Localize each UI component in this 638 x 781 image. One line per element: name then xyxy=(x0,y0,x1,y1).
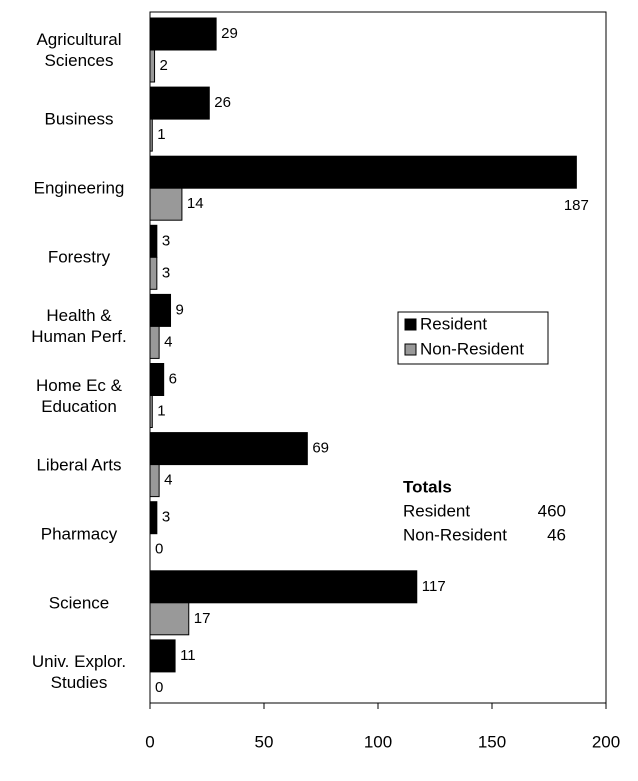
value-label: 17 xyxy=(194,610,211,627)
totals-title: Totals xyxy=(403,477,452,496)
value-label: 2 xyxy=(160,57,168,74)
value-label: 0 xyxy=(155,679,163,696)
category-label: Agricultural Sciences xyxy=(36,30,122,70)
category-label: Engineering xyxy=(33,178,125,198)
value-label: 1 xyxy=(157,126,165,143)
bar xyxy=(149,187,183,221)
category-label: Univ. Explor. Studies xyxy=(31,651,127,692)
bar xyxy=(149,501,158,535)
value-label: 1 xyxy=(157,402,165,419)
value-label: 3 xyxy=(162,264,170,281)
category-label: Business xyxy=(44,109,114,129)
bar xyxy=(149,395,153,428)
legend-label: Resident xyxy=(420,314,487,333)
category-label: Health & Human Perf. xyxy=(31,306,127,347)
bar xyxy=(149,256,158,290)
bar xyxy=(149,570,418,604)
legend-swatch xyxy=(404,343,417,356)
totals-value: 46 xyxy=(547,525,566,544)
value-label: 187 xyxy=(564,197,589,214)
value-label: 29 xyxy=(221,25,238,42)
value-label: 11 xyxy=(180,647,196,664)
value-label: 117 xyxy=(422,578,446,595)
bar xyxy=(149,432,308,466)
value-label: 0 xyxy=(155,541,163,558)
category-label: Forestry xyxy=(47,247,111,267)
value-label: 14 xyxy=(187,195,204,212)
totals-label: Resident xyxy=(403,501,470,520)
category-label: Liberal Arts xyxy=(36,455,122,475)
bar xyxy=(149,118,153,152)
legend-swatch xyxy=(404,318,417,331)
value-label: 4 xyxy=(164,333,172,350)
value-label: 69 xyxy=(312,440,329,457)
bar xyxy=(149,325,160,359)
value-label: 3 xyxy=(162,509,170,526)
x-tick-label: 50 xyxy=(255,732,274,751)
category-label: Pharmacy xyxy=(40,524,118,544)
bar xyxy=(149,363,165,396)
totals-value: 460 xyxy=(538,501,566,520)
x-tick-label: 0 xyxy=(145,732,154,751)
bar xyxy=(149,602,190,636)
x-tick-label: 150 xyxy=(478,732,506,751)
legend-label: Non-Resident xyxy=(420,339,524,358)
value-label: 26 xyxy=(214,94,231,111)
bar xyxy=(149,155,577,189)
x-tick-label: 200 xyxy=(592,732,620,751)
legend-box xyxy=(397,311,549,365)
category-label: Home Ec & Education xyxy=(36,375,122,416)
value-label: 9 xyxy=(176,301,184,318)
value-label: 6 xyxy=(169,370,177,387)
bar xyxy=(149,86,210,120)
category-label: Science xyxy=(48,593,110,613)
bar xyxy=(149,224,158,258)
bar xyxy=(149,49,156,83)
bar xyxy=(149,17,217,51)
bar xyxy=(149,293,172,327)
bar xyxy=(149,639,176,673)
x-tick-label: 100 xyxy=(364,732,392,751)
totals-label: Non-Resident xyxy=(403,525,507,544)
value-label: 4 xyxy=(164,472,172,489)
value-label: 3 xyxy=(162,232,170,249)
bar xyxy=(149,464,160,498)
